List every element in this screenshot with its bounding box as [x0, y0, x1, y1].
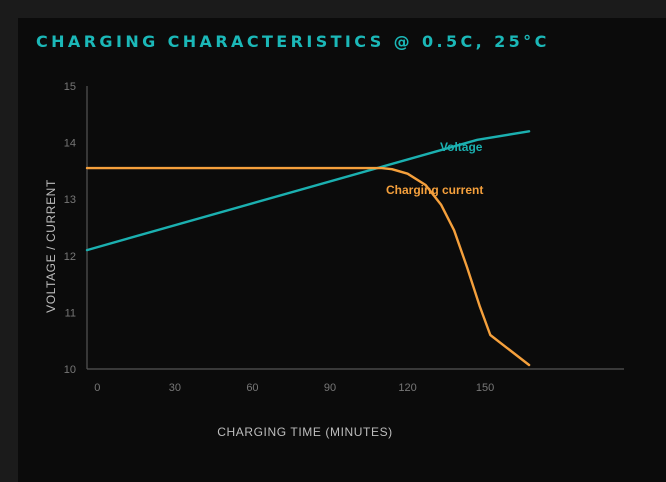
charging-current-line	[85, 166, 531, 367]
y-tick-label: 10	[64, 364, 76, 376]
y-tick-labels: 10 11 12 13 14 15	[64, 81, 76, 376]
y-tick-label: 12	[64, 251, 76, 263]
y-tick-label: 14	[64, 138, 76, 150]
y-axis-label: VOLTAGE / CURRENT	[44, 179, 58, 313]
y-tick-label: 13	[64, 194, 76, 206]
charging-current-series-label: Charging current	[386, 183, 483, 197]
x-axis-label: CHARGING TIME (MINUTES)	[217, 425, 393, 439]
x-tick-label: 0	[94, 382, 100, 394]
x-tick-label: 30	[169, 382, 181, 394]
x-tick-label: 120	[398, 382, 416, 394]
x-tick-labels: 0 30 60 90 120 150	[94, 382, 494, 394]
series-lines	[85, 130, 531, 367]
voltage-series-label: Voltage	[440, 140, 483, 154]
chart-panel	[18, 18, 666, 482]
y-tick-label: 15	[64, 81, 76, 93]
voltage-line	[85, 130, 531, 252]
y-tick-label: 11	[65, 307, 76, 319]
x-tick-label: 150	[476, 382, 494, 394]
x-tick-label: 90	[324, 382, 336, 394]
x-tick-label: 60	[246, 382, 258, 394]
chart-title: CHARGING CHARACTERISTICS @ 0.5C, 25°C	[36, 32, 550, 51]
